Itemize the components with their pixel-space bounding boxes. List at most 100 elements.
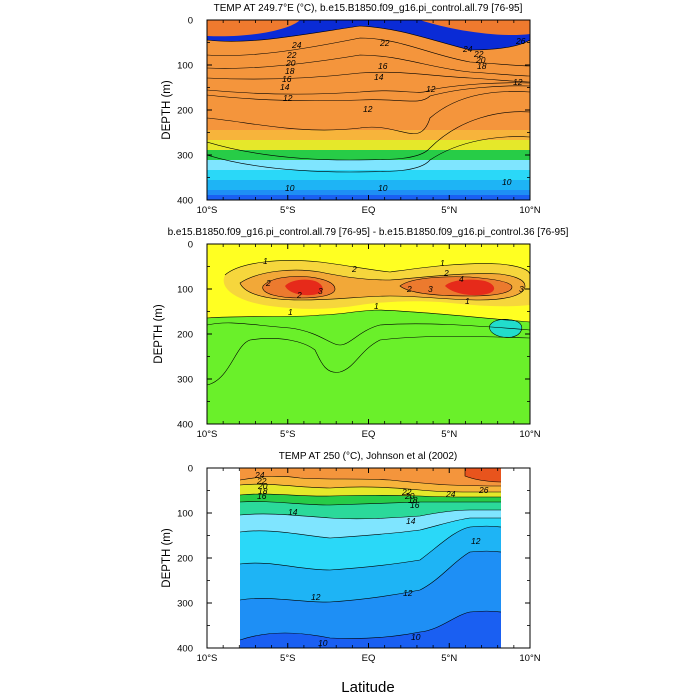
x-tick-label: 10°S	[197, 429, 218, 440]
contour-label: 16	[257, 491, 267, 501]
y-tick-label: 400	[177, 420, 193, 431]
x-tick-label: 10°N	[519, 653, 540, 664]
panel-2-contours	[207, 244, 530, 424]
contour-label: 10	[318, 638, 328, 648]
y-tick-label: 0	[188, 240, 193, 251]
obs-line	[239, 550, 502, 603]
obs-line	[239, 525, 502, 571]
contour-label: 12	[426, 84, 436, 94]
y-tick-label: 200	[177, 330, 193, 341]
contour-label: 18	[408, 495, 418, 505]
temp-line	[207, 111, 530, 161]
contour-label: 1	[440, 258, 445, 268]
panel-1-axes: 10°S 5°S EQ 5°N 10°N 0 100 200 300 400	[177, 16, 541, 217]
contour-label: 16	[410, 500, 420, 510]
contour-label: 10	[378, 183, 388, 193]
contour-label: 16	[378, 61, 388, 71]
y-tick-label: 200	[177, 554, 193, 565]
x-tick-label: 5°N	[441, 205, 457, 216]
obs-line	[239, 475, 502, 487]
x-axis-label: Latitude	[341, 679, 394, 696]
temp-line	[207, 37, 530, 67]
x-tick-label: 5°N	[441, 429, 457, 440]
obs-line	[239, 501, 501, 506]
obs-line	[239, 610, 502, 641]
temp-band	[207, 26, 530, 130]
contour-label: 18	[285, 66, 295, 76]
x-tick-label: 5°S	[280, 205, 295, 216]
contour-label: 24	[445, 489, 456, 499]
diff-band	[207, 310, 530, 345]
y-tick-label: 200	[177, 106, 193, 117]
contour-label: 12	[513, 77, 523, 87]
obs-band	[240, 468, 501, 486]
contour-label: 18	[477, 61, 487, 71]
obs-band	[465, 468, 501, 482]
contour-label: 20	[285, 58, 296, 68]
contour-label: 10	[285, 183, 295, 193]
x-tick-label: 5°S	[280, 653, 295, 664]
contour-label: 3	[519, 284, 524, 294]
panel-2: b.e15.B1850.f09_g16.pi_control.all.79 [7…	[153, 227, 569, 440]
y-tick-label: 100	[177, 509, 193, 520]
contour-label: 20	[257, 481, 268, 491]
y-tick-label: 0	[188, 464, 193, 475]
y-tick-label: 300	[177, 151, 193, 162]
y-tick-label: 100	[177, 61, 193, 72]
contour-label: 24	[291, 40, 302, 50]
diff-line	[262, 276, 336, 299]
contour-label: 22	[256, 476, 267, 486]
temp-line	[207, 85, 530, 102]
contour-label: 16	[282, 74, 292, 84]
panel-1-ylabel: DEPTH (m)	[161, 80, 173, 140]
contour-label: 1	[288, 307, 293, 317]
diff-line	[207, 336, 530, 386]
contour-label: 26	[478, 485, 489, 495]
x-tick-label: 10°S	[197, 205, 218, 216]
contour-label: 2	[351, 264, 357, 274]
diff-line	[207, 322, 530, 346]
contour-label: 20	[404, 491, 415, 501]
diff-band	[285, 279, 495, 296]
diff-line	[489, 319, 523, 338]
obs-line	[239, 493, 502, 498]
panel-1-title: TEMP AT 249.7°E (°C), b.e15.B1850.f09_g1…	[214, 3, 523, 14]
panel-1-labels: 24 22 20 18 16 14 12 12 12 14 16 22 24 2…	[280, 36, 526, 193]
x-tick-label: EQ	[362, 205, 376, 216]
panel-3: TEMP AT 250 (°C), Johnson et al (2002)	[161, 451, 541, 664]
panel-2-title: b.e15.B1850.f09_g16.pi_control.all.79 [7…	[168, 227, 569, 238]
x-tick-label: EQ	[362, 429, 376, 440]
contour-label: 14	[280, 82, 290, 92]
obs-line	[239, 517, 501, 539]
diff-line	[399, 276, 513, 297]
contour-label: 10	[502, 177, 512, 187]
panel-3-ylabel: DEPTH (m)	[161, 528, 173, 588]
contour-label: 2	[265, 278, 271, 288]
panel-2-labels: 1 2 2 3 2 1 2 3 1 2 4 3 1 1	[263, 256, 524, 317]
diff-line	[224, 260, 530, 276]
contour-label: 20	[475, 55, 486, 65]
contour-label: 4	[459, 274, 464, 284]
panel-2-axes: 10°S 5°S EQ 5°N 10°N 0 100 200 300 400	[177, 240, 541, 441]
panel-3-title: TEMP AT 250 (°C), Johnson et al (2002)	[279, 451, 458, 462]
contour-label: 24	[462, 44, 473, 54]
panel-1: TEMP AT 249.7°E (°C), b.e15.B1850.f09_g1…	[161, 3, 541, 216]
contour-label: 12	[403, 588, 413, 598]
contour-label: 22	[401, 487, 412, 497]
panel-3-axes: 10°S 5°S EQ 5°N 10°N 0 100 200 300 400	[177, 464, 541, 665]
panel-2-ylabel: DEPTH (m)	[153, 304, 165, 364]
obs-line	[464, 468, 502, 483]
contour-label: 10	[411, 632, 421, 642]
x-tick-label: 10°N	[519, 429, 540, 440]
x-tick-label: EQ	[362, 653, 376, 664]
contour-label: 2	[443, 268, 449, 278]
contour-label: 3	[428, 284, 433, 294]
contour-label: 22	[473, 49, 484, 59]
diff-line	[239, 269, 526, 301]
contour-label: 14	[374, 72, 384, 82]
temp-line	[207, 136, 530, 173]
contour-label: 14	[406, 516, 416, 526]
y-tick-label: 400	[177, 196, 193, 207]
contour-label: 12	[311, 592, 321, 602]
